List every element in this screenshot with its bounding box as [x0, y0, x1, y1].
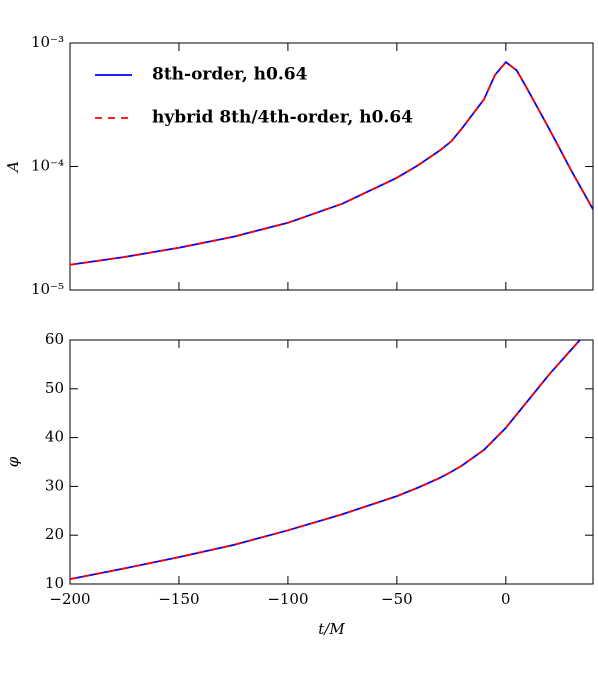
x-tick-label: −200 [49, 590, 90, 608]
y-tick-label: 50 [45, 379, 64, 397]
x-axis-label: t/M [318, 620, 345, 638]
y-tick-label: 60 [45, 330, 64, 348]
y-tick-label: 10 [45, 574, 64, 592]
x-tick-label: 0 [501, 590, 511, 608]
series-line [70, 340, 582, 581]
x-tick-label: −50 [381, 590, 413, 608]
series-line [70, 60, 593, 266]
series-line [70, 60, 593, 266]
y-tick-label: 10⁻⁵ [31, 280, 64, 298]
legend-label: hybrid 8th/4th-order, h0.64 [152, 108, 413, 128]
y-axis-label: A [4, 161, 22, 174]
series-line [70, 340, 582, 581]
legend-label: 8th-order, h0.64 [152, 65, 308, 85]
y-tick-label: 30 [45, 476, 64, 494]
y-tick-label: 10⁻⁴ [31, 157, 64, 175]
y-tick-label: 40 [45, 428, 64, 446]
plot-frame [69, 339, 594, 585]
y-axis-label: φ [4, 456, 22, 467]
y-tick-label: 20 [45, 525, 64, 543]
y-tick-label: 10⁻³ [31, 33, 64, 51]
x-tick-label: −150 [158, 590, 199, 608]
x-tick-label: −100 [267, 590, 308, 608]
